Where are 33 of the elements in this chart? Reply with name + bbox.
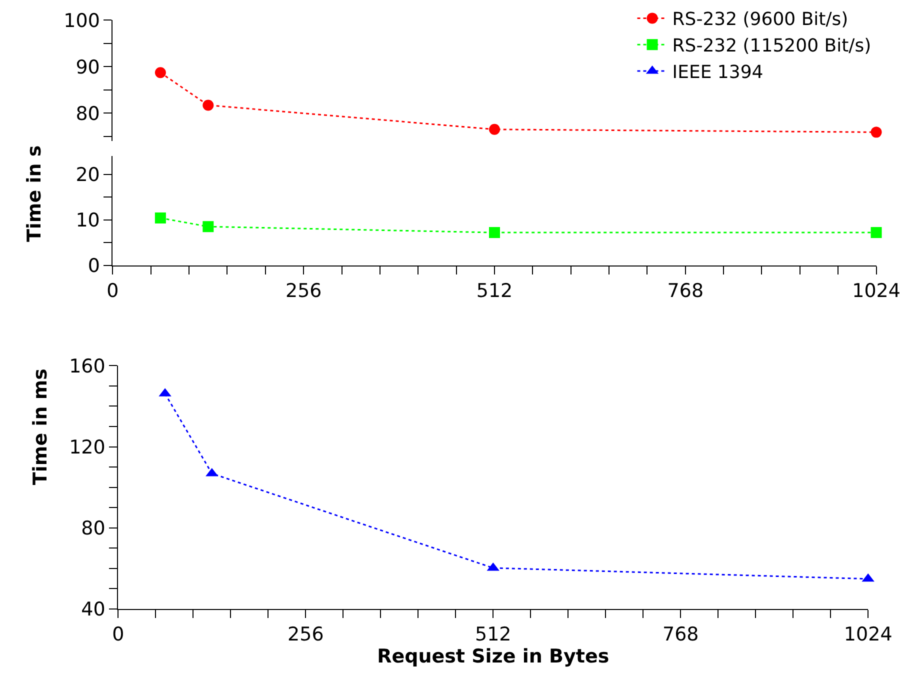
point [154, 212, 166, 224]
x-axis-title: Request Size in Bytes [377, 646, 610, 668]
x-tick-label: 512 [476, 280, 513, 302]
y-tick-label: 80 [81, 517, 106, 540]
y-axis-title: Time in ms [29, 368, 52, 486]
y-tick-label: 10 [76, 209, 100, 232]
x-tick-label: 256 [288, 624, 324, 646]
y-tick-label: 90 [76, 56, 100, 78]
x-tick-label: 768 [667, 280, 704, 302]
point [870, 126, 882, 138]
point [202, 221, 214, 232]
legend-label: RS-232 (115200 Bit/s) [672, 36, 872, 57]
legend-label: IEEE 1394 [672, 62, 764, 84]
x-tick-label: 768 [662, 624, 699, 646]
x-tick-label: 0 [112, 624, 124, 646]
y-tick-label: 100 [64, 10, 100, 32]
point [202, 100, 214, 111]
legend-label: RS-232 (9600 Bit/s) [672, 9, 848, 30]
y-tick-label: 0 [88, 254, 100, 277]
x-tick-label: 1024 [844, 624, 892, 646]
y-axis-title: Time in s [24, 145, 46, 242]
point [870, 227, 882, 238]
x-tick-label: 1024 [852, 280, 900, 302]
y-tick-label: 120 [69, 436, 106, 458]
x-tick-label: 512 [474, 624, 512, 646]
y-tick-label: 40 [81, 598, 106, 621]
point [489, 124, 500, 135]
y-tick-label: 20 [76, 164, 100, 186]
y-tick-label: 80 [76, 102, 100, 125]
point [154, 67, 166, 78]
point [488, 227, 500, 238]
y-tick-label: 160 [69, 355, 106, 378]
x-tick-label: 256 [285, 280, 322, 302]
